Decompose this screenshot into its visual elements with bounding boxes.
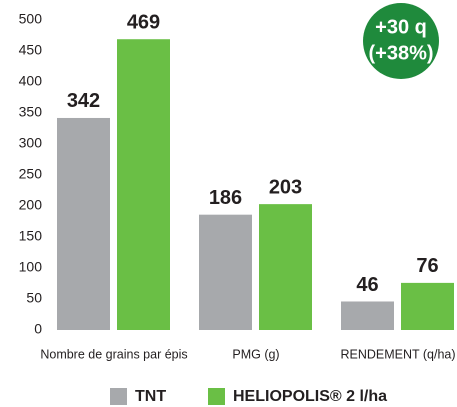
x-tick-label: PMG (g) [232, 347, 279, 361]
legend-label: TNT [135, 388, 166, 405]
y-tick-label: 350 [19, 104, 43, 120]
badge-text: (+38%) [368, 42, 433, 64]
y-tick-label: 300 [19, 135, 43, 151]
legend-swatch [208, 388, 225, 405]
legend-label: HELIOPOLIS® 2 l/ha [233, 388, 387, 405]
value-label: 469 [127, 12, 160, 34]
value-label: 342 [67, 90, 100, 112]
bar [401, 282, 454, 330]
x-tick-label: RENDEMENT (q/ha) [340, 347, 455, 361]
y-tick-label: 500 [19, 11, 43, 27]
y-tick-label: 400 [19, 73, 43, 89]
value-label: 186 [209, 187, 242, 209]
bar [199, 214, 252, 330]
y-tick-label: 100 [19, 259, 43, 275]
badge [363, 3, 439, 79]
y-tick-label: 450 [19, 42, 43, 58]
legend-swatch [110, 388, 127, 405]
y-tick-label: 200 [19, 197, 43, 213]
value-label: 46 [356, 274, 378, 296]
y-tick-label: 250 [19, 166, 43, 182]
y-tick-label: 150 [19, 228, 43, 244]
value-label: 76 [416, 255, 438, 277]
bar [341, 301, 394, 330]
x-tick-label: Nombre de grains par épis [40, 347, 187, 361]
value-label: 203 [269, 176, 302, 198]
bar [259, 204, 312, 330]
y-tick-label: 50 [26, 290, 42, 306]
badge-text: +30 q [375, 16, 427, 38]
bar [57, 117, 110, 331]
bar [117, 39, 170, 330]
y-tick-label: 0 [34, 321, 42, 337]
